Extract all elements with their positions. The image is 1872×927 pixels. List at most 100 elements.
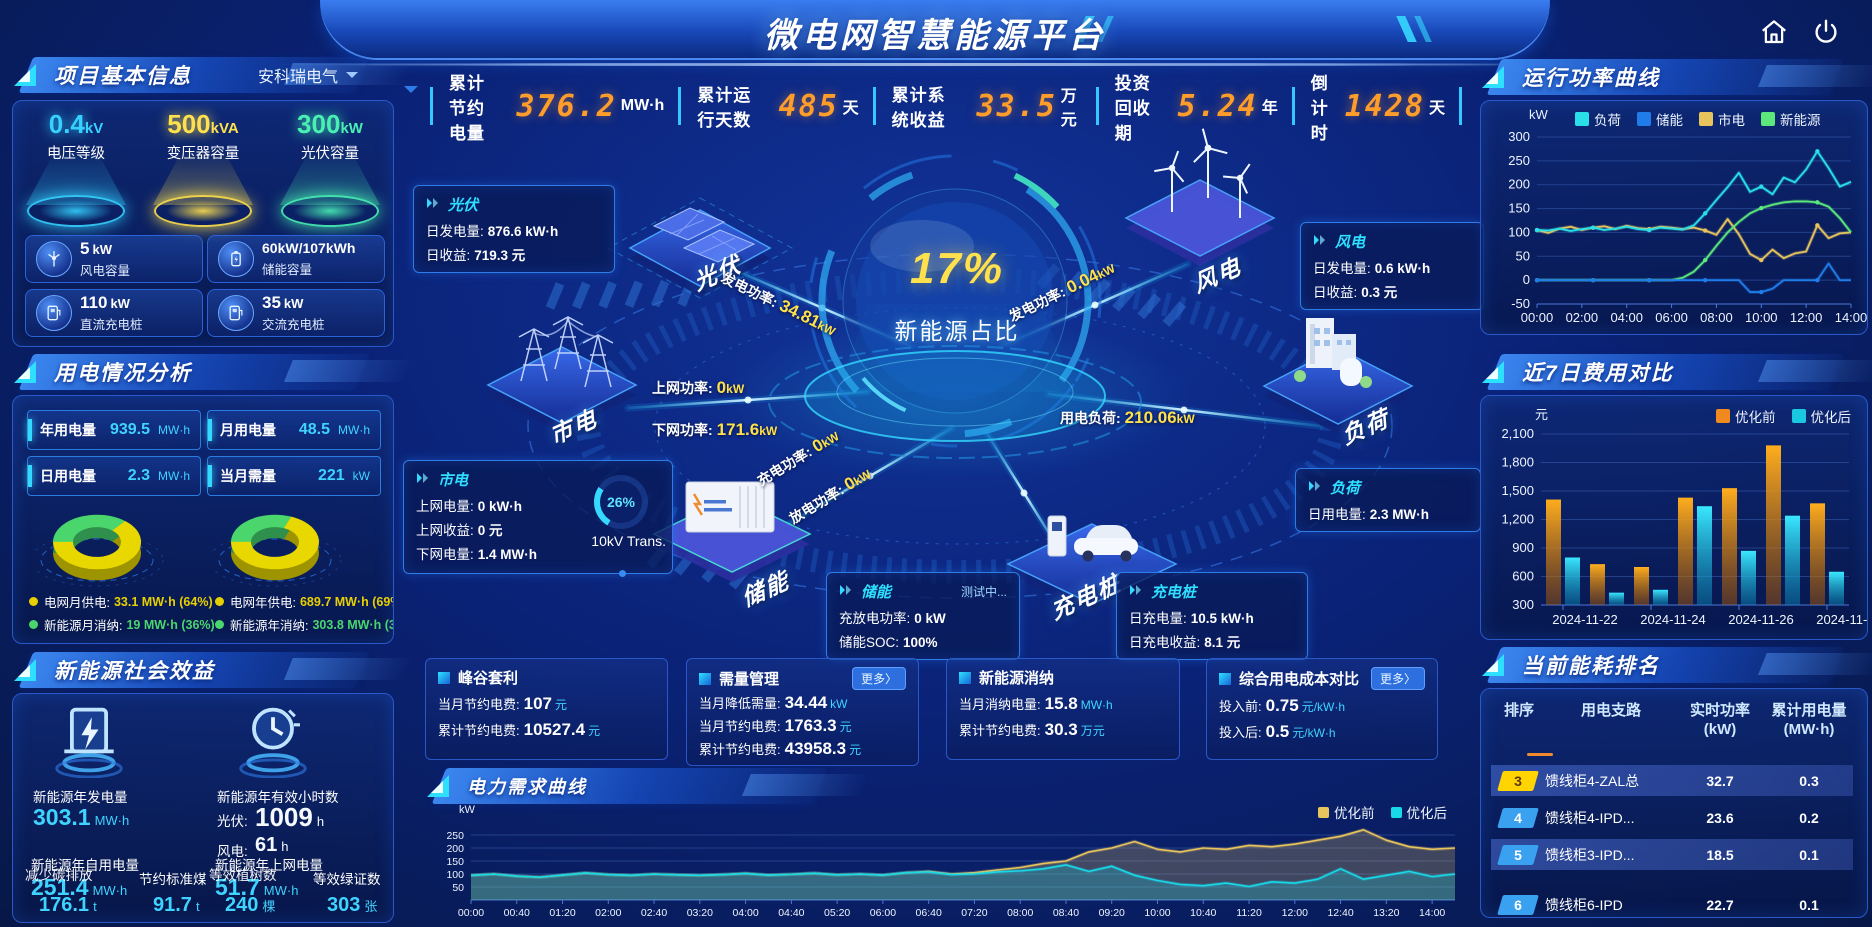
- scene-graphics: [486, 128, 1414, 614]
- wind-turbine-icon: [36, 241, 72, 277]
- legend-item[interactable]: 优化后: [1791, 406, 1851, 426]
- power-chart-legend[interactable]: 负荷 储能 市电 新能源: [1559, 109, 1821, 129]
- benefit-label: 减少碳排放: [25, 868, 93, 883]
- legend-item[interactable]: 市电: [1699, 109, 1745, 129]
- more-button[interactable]: 更多〉: [851, 667, 906, 690]
- benefit-label: 等效植树数: [209, 868, 277, 883]
- scroll-indicator: [1527, 753, 1553, 756]
- benefit-label: 新能源年发电量: [33, 790, 128, 805]
- svg-text:900: 900: [1512, 540, 1534, 555]
- top-banner: 微电网智慧能源平台: [260, 0, 1610, 66]
- benefit-label: 节约标准煤: [139, 872, 207, 887]
- svg-text:2024-11-28: 2024-11-28: [1816, 612, 1867, 627]
- home-button[interactable]: [1756, 16, 1792, 52]
- svg-text:00:00: 00:00: [1521, 310, 1554, 325]
- svg-text:03:20: 03:20: [687, 907, 713, 919]
- testing-badge: 测试中...: [960, 585, 1007, 599]
- table-row[interactable]: 4 馈线柜4-IPD... 23.6 0.2: [1491, 802, 1853, 833]
- svg-text:50: 50: [452, 882, 464, 894]
- more-button[interactable]: 更多〉: [1370, 667, 1425, 690]
- company-dropdown[interactable]: 安科瑞电气: [258, 63, 358, 87]
- svg-text:06:40: 06:40: [916, 907, 942, 919]
- stats-decoration-arrow: [404, 86, 418, 100]
- rank-badge: 4: [1497, 807, 1539, 828]
- panel-title: 项目基本信息: [54, 65, 192, 88]
- legend-item[interactable]: 优化前: [1716, 406, 1776, 426]
- svg-text:10:00: 10:00: [1144, 907, 1170, 919]
- svg-text:02:00: 02:00: [595, 907, 621, 919]
- panel-title: 用电情况分析: [54, 362, 192, 385]
- kpi-countdown: 倒计时 1428 天: [1291, 74, 1463, 143]
- kpi-payback-period: 投资回收期 5.24 年: [1095, 74, 1292, 143]
- legend-grid-year: 电网年供电: 689.7 MW·h (69%): [215, 592, 393, 611]
- svg-text:10:00: 10:00: [1745, 310, 1778, 325]
- svg-text:04:00: 04:00: [1610, 310, 1643, 325]
- panel-header-social-benefit: 新能源社会效益: [12, 650, 392, 690]
- new-energy-percent: 17%: [909, 244, 1005, 293]
- benefit-value: 303.1 MW·h: [33, 804, 130, 830]
- card-cost-comparison: 综合用电成本对比 更多〉 投入前: 0.75 元/kW·h 投入后: 0.5 元/kW·…: [1206, 658, 1438, 760]
- legend-item[interactable]: 负荷: [1575, 109, 1621, 129]
- svg-text:-50: -50: [1511, 296, 1530, 311]
- legend-item[interactable]: 优化前: [1318, 802, 1375, 822]
- panel-title: 当前能耗排名: [1522, 655, 1660, 678]
- benefit-label: 新能源年上网电量: [215, 858, 323, 873]
- svg-text:12:00: 12:00: [1282, 907, 1308, 919]
- svg-text:01:20: 01:20: [549, 907, 575, 919]
- svg-text:50: 50: [1516, 248, 1530, 263]
- svg-text:14:00: 14:00: [1419, 907, 1445, 919]
- svg-text:08:40: 08:40: [1053, 907, 1079, 919]
- infobox-pv: 光伏 日发电量: 876.6 kW·h 日收益: 719.3 元: [413, 185, 615, 273]
- demand-chart-legend[interactable]: 优化前 优化后: [1302, 802, 1447, 822]
- flow-draw-down: 下网功率: 171.6kW: [652, 420, 778, 439]
- spotlight-voltage-level: 0.4kV 电压等级: [13, 109, 139, 227]
- card-dc-charger: 110 kW 直流充电桩: [25, 289, 203, 337]
- benefit-label: 新能源年有效小时数: [217, 790, 339, 805]
- legend-item[interactable]: 优化后: [1390, 802, 1447, 822]
- svg-text:2024-11-24: 2024-11-24: [1640, 612, 1706, 627]
- svg-text:04:00: 04:00: [732, 907, 758, 919]
- benefit-value: 91.7 t: [153, 894, 200, 916]
- svg-text:2024-11-22: 2024-11-22: [1552, 612, 1618, 627]
- table-row[interactable]: 3 馈线柜4-ZAL总 32.7 0.3: [1491, 765, 1853, 796]
- flow-feed-in: 上网功率: 0kW: [652, 378, 745, 397]
- generation-pedestal-icon: [51, 702, 127, 783]
- new-energy-percent-label: 新能源占比: [894, 318, 1020, 344]
- home-icon: [1759, 17, 1789, 52]
- legend-item[interactable]: 新能源: [1761, 109, 1821, 129]
- svg-text:2,100: 2,100: [1501, 426, 1534, 441]
- panel-power-curve: kW 负荷 储能 市电 新能源 -50 0 50 100 150 200 250 300 00:00 0…: [1480, 100, 1868, 335]
- panel-corner-icon: [1482, 359, 1508, 385]
- card-demand-management: 需量管理 更多〉 当月降低需量: 34.44 kW 当月节约电费: 1763.3 元 累…: [686, 658, 919, 766]
- chevron-right-icon: [839, 583, 853, 600]
- stat-month-demand: 当月需量 221 kW: [207, 456, 381, 496]
- dc-charger-icon: [36, 295, 72, 331]
- cost-chart-legend[interactable]: 优化前 优化后: [1700, 406, 1851, 426]
- svg-text:04:40: 04:40: [778, 907, 804, 919]
- panel-corner-icon: [1482, 64, 1508, 90]
- card-newenergy-consumption: 新能源消纳 当月消纳电量: 15.8 MW·h 累计节约电费: 30.3 万元: [946, 658, 1180, 760]
- rank-table-header: 排序 用电支路 实时功率 (kW) 累计用电量 (MW·h): [1503, 702, 1847, 738]
- svg-text:0: 0: [1523, 272, 1530, 287]
- wind-turbines-graphic: [1124, 128, 1276, 266]
- spotlight-transformer-capacity: 500kVA 变压器容量: [140, 109, 266, 227]
- stat-day-usage: 日用电量 2.3 MW·h: [27, 456, 201, 496]
- transformer-gauge: 26%: [594, 475, 648, 529]
- transformer-gauge-label: 10kV Trans.: [591, 533, 666, 549]
- svg-text:06:00: 06:00: [1655, 310, 1688, 325]
- svg-text:1,200: 1,200: [1501, 512, 1534, 527]
- power-button[interactable]: [1808, 16, 1844, 52]
- panel-energy-rank: 排序 用电支路 实时功率 (kW) 累计用电量 (MW·h) 3 馈线柜4-ZAL总…: [1480, 688, 1868, 918]
- kpi-running-days: 累计运行天数 485 天: [678, 86, 872, 130]
- table-row[interactable]: 6 馈线柜6-IPD 22.7 0.1: [1491, 889, 1853, 917]
- legend-item[interactable]: 储能: [1637, 109, 1683, 129]
- panel-cost-compare: 元 优化前 优化后 300 600 900 1,200 1,500 1,800 2,100 20…: [1480, 395, 1868, 640]
- panel-title: 电力需求曲线: [467, 777, 587, 797]
- table-row[interactable]: 5 馈线柜3-IPD... 18.5 0.1: [1491, 839, 1853, 870]
- chevron-right-icon: [1313, 233, 1327, 250]
- panel-header-power-curve: 运行功率曲线: [1480, 57, 1866, 97]
- core-sphere-graphic: [768, 154, 1142, 459]
- panel-corner-icon: [427, 773, 453, 799]
- panel-title: 近7日费用对比: [1522, 362, 1674, 385]
